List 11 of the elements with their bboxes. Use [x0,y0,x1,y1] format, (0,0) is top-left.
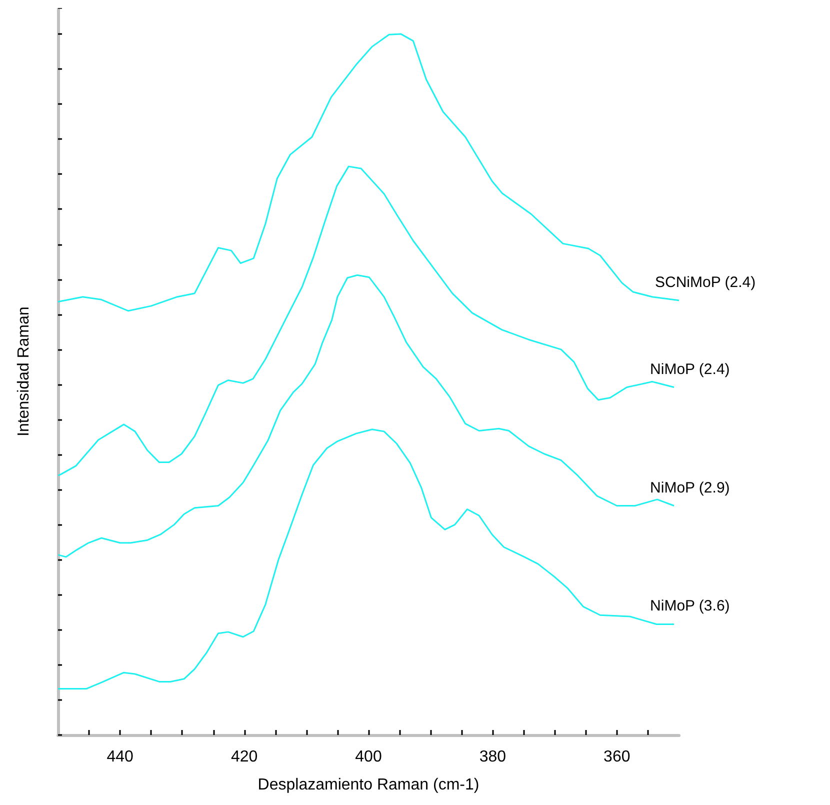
x-tick-label: 400 [355,748,382,766]
x-tick-label: 420 [230,748,258,766]
series-label: NiMoP (2.4) [650,360,730,378]
x-tick-label: 440 [106,748,134,766]
series-label: NiMoP (2.9) [650,479,730,496]
x-tick-label: 360 [604,748,630,766]
y-axis-title: Intensidad Raman [16,306,32,436]
x-axis-title: Desplazamiento Raman (cm-1) [258,776,480,794]
series-label: SCNiMoP (2.4) [655,274,756,291]
x-tick-label: 380 [479,748,506,766]
series-label: NiMoP (3.6) [650,598,730,615]
